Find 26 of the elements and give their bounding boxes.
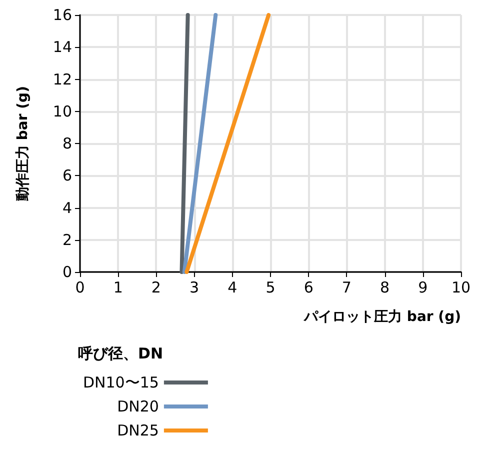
legend-label: DN20 — [117, 398, 159, 416]
y-tick-label: 2 — [62, 230, 72, 249]
legend-label: DN10〜15 — [82, 374, 159, 392]
y-tick-label: 14 — [52, 38, 72, 56]
x-tick-label: 0 — [75, 278, 85, 296]
y-tick-label: 12 — [52, 70, 72, 88]
y-tick-label: 16 — [52, 6, 72, 24]
x-tick-label: 9 — [418, 278, 428, 296]
x-tick-label: 5 — [266, 278, 276, 296]
x-tick-label: 3 — [190, 278, 200, 296]
legend-label: DN25 — [117, 422, 159, 440]
x-tick-label: 10 — [451, 278, 471, 296]
legend-title: 呼び径、DN — [78, 344, 164, 362]
y-tick-label: 6 — [62, 166, 72, 185]
x-tick-label: 7 — [342, 278, 352, 296]
x-tick-label: 6 — [304, 278, 314, 296]
y-axis-title: 動作圧力 bar (g) — [15, 86, 31, 202]
y-tick-label: 8 — [62, 134, 72, 152]
x-tick-label: 4 — [228, 278, 238, 296]
x-tick-label: 1 — [113, 278, 123, 296]
y-tick-label: 4 — [62, 198, 72, 217]
y-tick-label: 0 — [62, 263, 72, 281]
y-tick-label: 10 — [52, 102, 72, 120]
x-axis-title: パイロット圧力 bar (g) — [303, 309, 461, 325]
x-tick-label: 8 — [380, 278, 390, 296]
x-tick-label: 2 — [151, 278, 161, 296]
